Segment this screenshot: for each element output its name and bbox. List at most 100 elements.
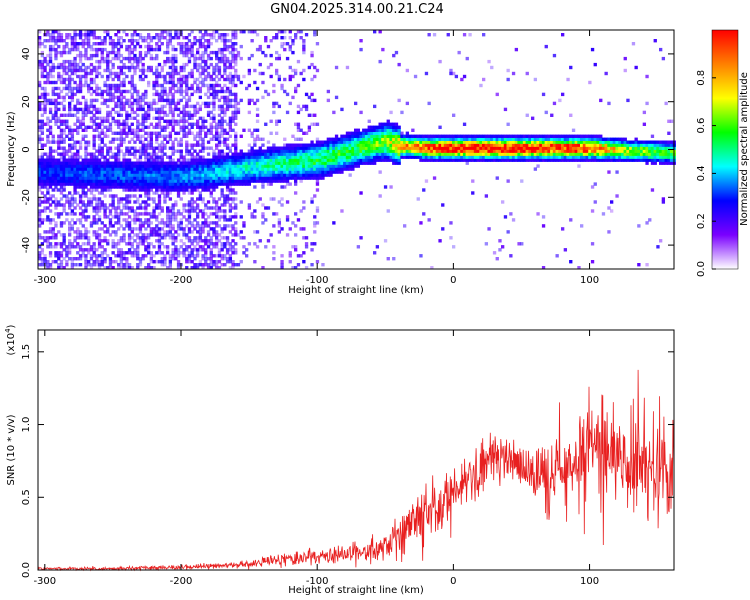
spectrogram-cell <box>117 86 121 91</box>
spectrogram-cell <box>117 254 121 258</box>
spectrogram-cell <box>59 221 64 225</box>
spectrogram-cell <box>225 182 230 186</box>
spectrogram-cell <box>62 86 66 91</box>
spectrogram-cell <box>266 140 271 144</box>
spectrogram-cell <box>310 200 314 204</box>
spectrogram-cell <box>133 98 137 103</box>
spectrogram-cell <box>81 39 85 43</box>
spectrogram-cell <box>242 182 246 186</box>
spectrogram-cell <box>73 182 77 186</box>
spectrogram-cell <box>108 161 113 165</box>
spectrogram-cell <box>108 42 113 46</box>
spectrogram-cell <box>51 173 55 177</box>
spectrogram-cell <box>57 257 61 261</box>
spectrogram-cell <box>307 176 312 180</box>
spectrogram-cell <box>193 107 197 112</box>
spectrogram-cell <box>76 176 80 180</box>
spectrogram-cell <box>460 146 464 150</box>
spectrogram-cell <box>315 161 320 165</box>
spectrogram-cell <box>119 260 124 264</box>
spectrogram-cell <box>307 164 312 168</box>
spectrogram-cell <box>174 68 178 73</box>
spectrogram-cell <box>247 173 252 177</box>
spectrogram-cell <box>70 131 75 135</box>
spectrogram-cell <box>370 152 374 156</box>
spectrogram-cell <box>133 212 137 216</box>
spectrogram-cell <box>76 179 80 183</box>
spectrogram-cell <box>97 164 102 168</box>
spectrogram-cell <box>204 206 208 210</box>
spectrogram-cell <box>179 42 183 46</box>
spectrogram-cell <box>157 119 162 123</box>
spectrogram-cell <box>62 179 66 183</box>
spectrogram-cell <box>78 248 83 252</box>
spectrogram-cell <box>228 218 233 222</box>
spectrogram-cell <box>272 161 276 165</box>
spectrogram-cell <box>223 53 227 58</box>
spectrogram-cell <box>155 71 159 76</box>
spectrogram-cell <box>419 158 423 162</box>
spectrogram-cell <box>277 230 282 234</box>
spectrogram-cell <box>351 146 355 150</box>
spectrogram-cell <box>193 53 197 58</box>
spectrogram-cell <box>40 125 45 129</box>
spectrogram-cell <box>329 158 333 162</box>
spectrogram-cell <box>217 176 222 180</box>
spectrogram-cell <box>198 155 203 159</box>
spectrogram-cell <box>51 33 55 37</box>
spectrogram-cell <box>198 173 203 177</box>
spectrogram-cell <box>157 179 162 183</box>
spectrogram-cell <box>206 158 211 162</box>
spectrogram-cell <box>334 140 339 144</box>
spectrogram-cell <box>245 248 249 252</box>
spectrogram-cell <box>277 173 282 177</box>
spectrogram-cell <box>304 176 309 180</box>
spectrogram-cell <box>73 212 77 216</box>
spectrogram-cell <box>228 182 233 186</box>
spectrogram-cell <box>223 176 227 180</box>
spectrogram-cell <box>351 149 355 153</box>
spectrogram-cell <box>332 155 336 159</box>
spectrogram-cell <box>285 170 290 174</box>
spectrogram-cell <box>255 167 260 171</box>
spectrogram-cell <box>65 71 69 76</box>
spectrogram-cell <box>201 128 205 132</box>
spectrogram-cell <box>430 158 434 162</box>
spectrogram-cell <box>103 116 107 120</box>
spectrogram-cell <box>215 56 219 61</box>
spectrogram-cell <box>144 44 148 49</box>
spectrogram-cell <box>441 158 445 162</box>
spectrogram-cell <box>236 173 241 177</box>
spectrogram-cell <box>315 140 320 144</box>
spectrogram-cell <box>160 164 164 168</box>
spectrogram-cell <box>78 77 83 82</box>
spectrogram-cell <box>122 239 126 243</box>
spectrogram-cell <box>217 215 222 219</box>
spectrogram-cell <box>160 86 164 91</box>
spectrogram-cell <box>234 173 238 177</box>
spectrogram-cell <box>392 137 396 141</box>
spectrogram-cell <box>354 152 358 156</box>
spectrogram-cell <box>103 101 107 106</box>
spectrogram-cell <box>193 164 197 168</box>
spectrogram-cell <box>108 260 113 264</box>
spectrogram-cell <box>59 137 64 141</box>
spectrogram-cell <box>220 110 224 115</box>
spectrogram-cell <box>348 143 352 147</box>
spectrogram-cell <box>201 176 205 180</box>
spectrogram-cell <box>78 86 83 91</box>
spectrogram-cell <box>212 86 216 91</box>
spectrogram-cell <box>171 179 175 183</box>
spectrogram-cell <box>81 167 85 171</box>
spectrogram-cell <box>324 161 328 165</box>
spectrogram-cell <box>111 161 115 165</box>
spectrogram-cell <box>166 50 170 55</box>
spectrogram-cell <box>87 197 91 201</box>
spectrogram-cell <box>356 131 361 135</box>
spectrogram-cell <box>149 182 154 186</box>
spectrogram-cell <box>340 164 344 168</box>
spectrogram-cell <box>452 71 456 76</box>
spectrogram-cell <box>449 143 453 147</box>
spectrogram-cell <box>51 30 55 34</box>
spectrogram-cell <box>285 158 290 162</box>
